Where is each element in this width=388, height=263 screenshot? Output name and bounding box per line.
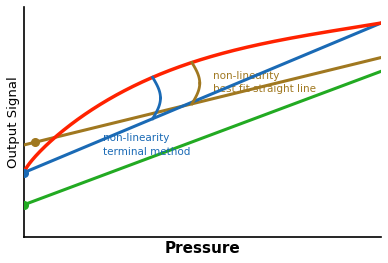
X-axis label: Pressure: Pressure <box>165 241 241 256</box>
Text: non-linearity
terminal method: non-linearity terminal method <box>103 133 190 156</box>
Y-axis label: Output Signal: Output Signal <box>7 76 20 168</box>
Text: non-linearity
best fit straight line: non-linearity best fit straight line <box>213 71 316 94</box>
